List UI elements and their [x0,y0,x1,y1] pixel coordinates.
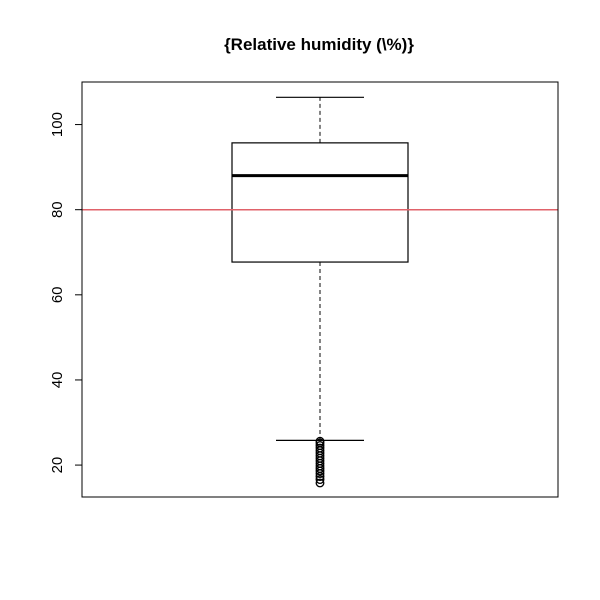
y-axis: 20 40 60 80 100 [49,112,83,474]
chart-title: {Relative humidity (\%)} [224,35,414,54]
y-tick-label: 20 [49,457,66,474]
outlier-point [315,436,325,446]
outlier-point [315,443,325,453]
y-tick-label: 80 [49,201,66,218]
plot-area [82,96,558,488]
outlier-point [315,475,325,484]
y-tick-label: 40 [49,372,66,389]
iqr-box [231,142,409,263]
y-tick-label: 60 [49,286,66,303]
outlier-point [315,441,325,450]
y-tick-label: 100 [49,112,66,137]
outlier-point [315,478,325,488]
